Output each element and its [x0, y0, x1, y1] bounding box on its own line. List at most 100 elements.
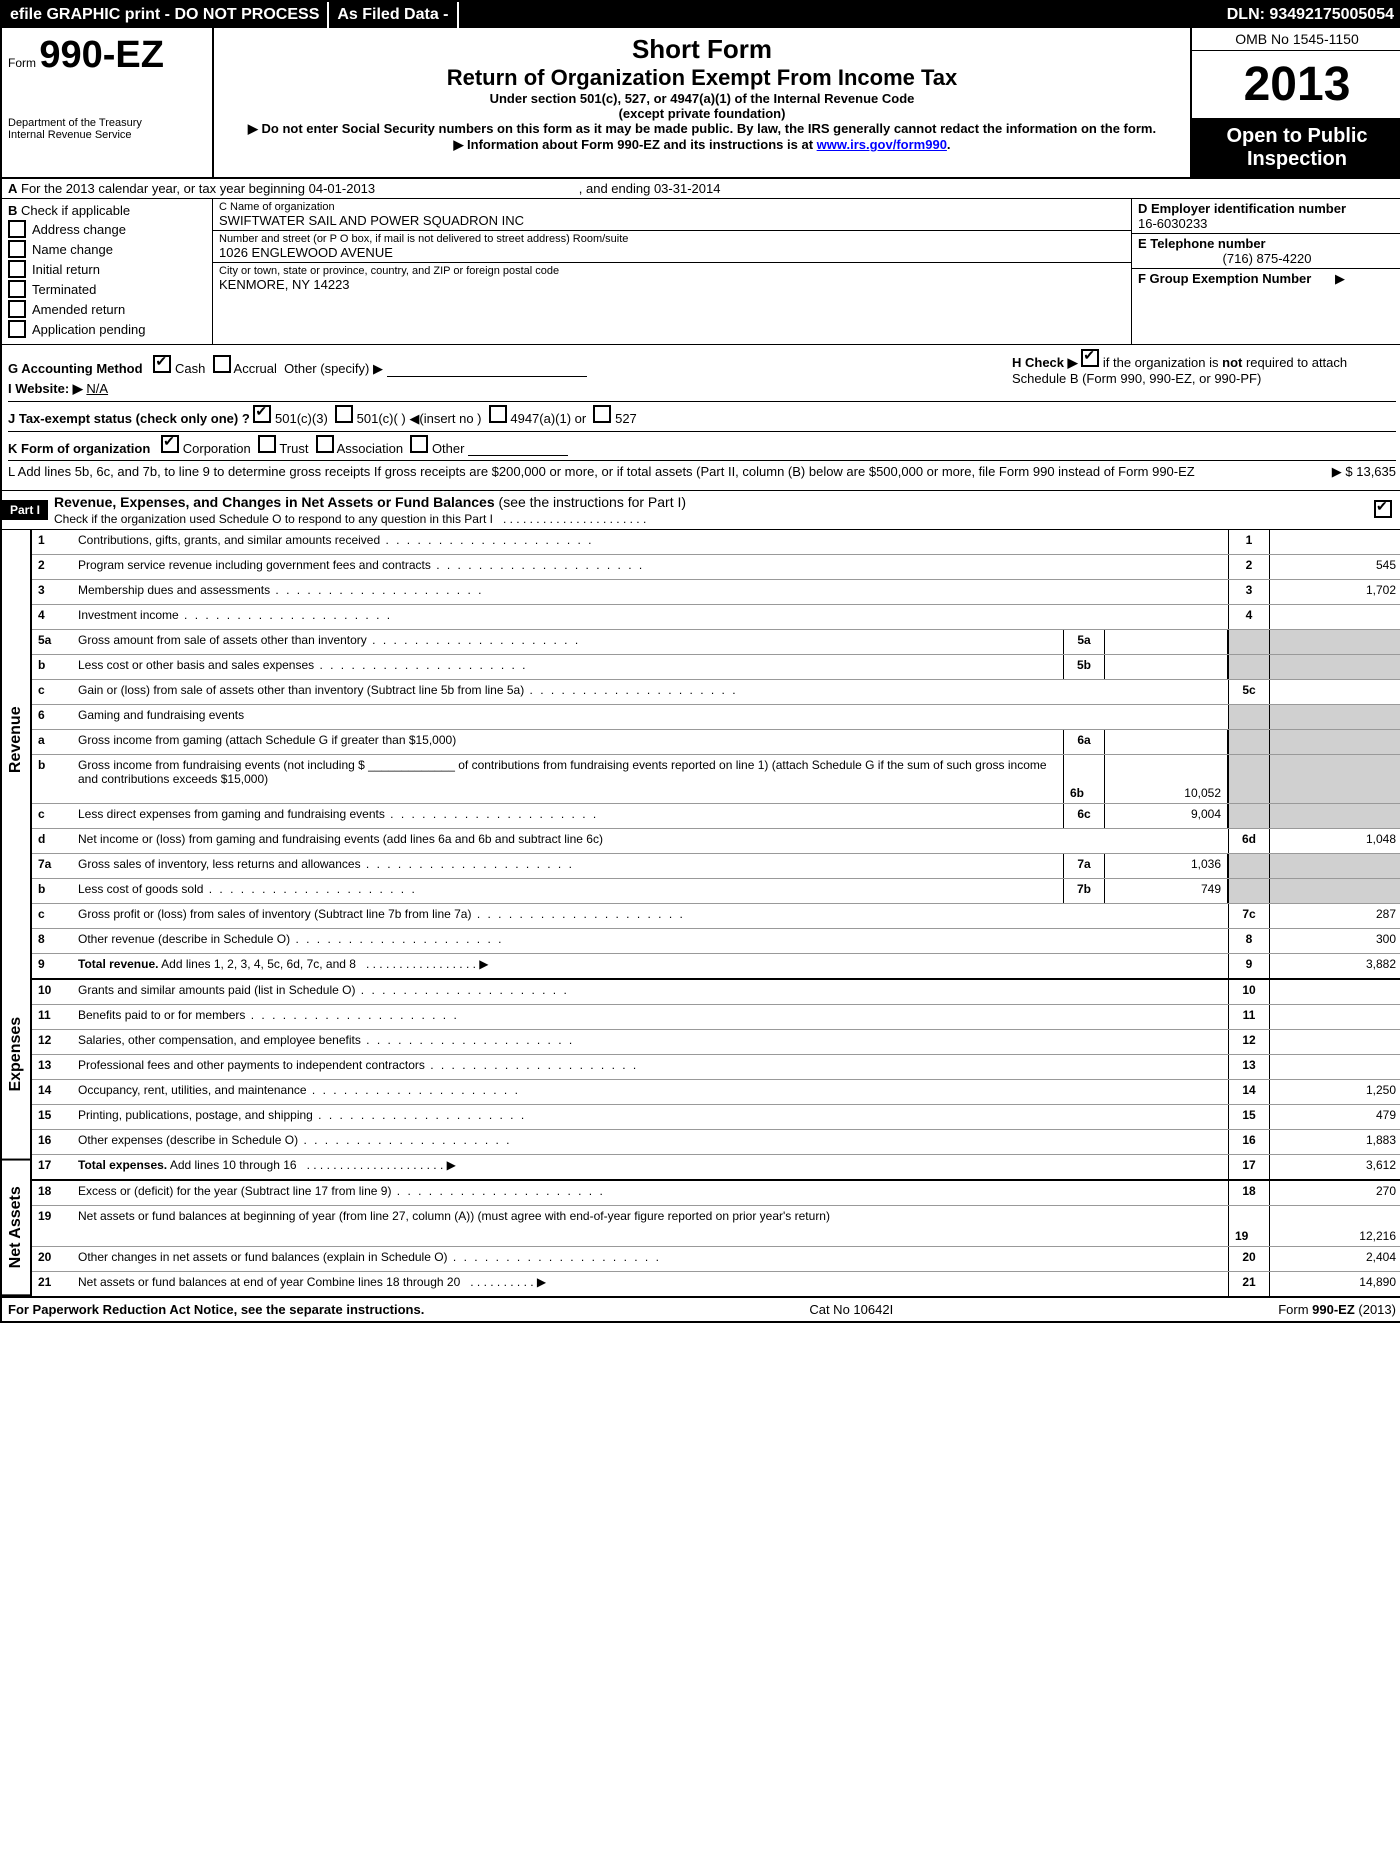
ln-7a-num: 7a	[32, 854, 72, 878]
part-i-header: Part I Revenue, Expenses, and Changes in…	[2, 491, 1400, 530]
street-label: Number and street (or P O box, if mail i…	[219, 233, 1125, 245]
ln-1-desc: Contributions, gifts, grants, and simila…	[72, 530, 1228, 554]
header-block: Form 990-EZ Department of the Treasury I…	[2, 28, 1400, 179]
chk-initial-return[interactable]	[8, 260, 26, 278]
ln-12-num: 12	[32, 1030, 72, 1054]
lbl-501c: 501(c)( ) ◀(insert no )	[357, 411, 482, 426]
ln-6b-desc: Gross income from fundraising events (no…	[72, 755, 1063, 803]
chk-501c[interactable]	[335, 405, 353, 423]
dln-value: 93492175005054	[1269, 6, 1394, 23]
line-k: K Form of organization Corporation Trust…	[8, 431, 1396, 456]
ln-5b-sn: 5b	[1063, 655, 1105, 679]
omb-number: OMB No 1545-1150	[1192, 28, 1400, 51]
chk-accrual[interactable]	[213, 355, 231, 373]
form-number-block: Form 990-EZ Department of the Treasury I…	[2, 28, 214, 177]
chk-terminated[interactable]	[8, 280, 26, 298]
ln-3-amt: 1,702	[1269, 580, 1400, 604]
ln-5c-rn: 5c	[1228, 680, 1269, 704]
ln-19-desc: Net assets or fund balances at beginning…	[72, 1206, 1228, 1246]
lines-content: 1Contributions, gifts, grants, and simil…	[32, 530, 1400, 1296]
chk-h[interactable]	[1081, 349, 1099, 367]
ln-7b-amt	[1269, 879, 1400, 903]
chk-app-pending[interactable]	[8, 320, 26, 338]
org-name: SWIFTWATER SAIL AND POWER SQUADRON INC	[219, 213, 1125, 228]
line-j: J Tax-exempt status (check only one) ? 5…	[8, 401, 1396, 427]
chk-assoc[interactable]	[316, 435, 334, 453]
ln-6c-sub: 9,004	[1105, 804, 1228, 828]
i-value: N/A	[86, 381, 108, 396]
ln-4-desc: Investment income	[72, 605, 1228, 629]
k-label: K Form of organization	[8, 441, 150, 456]
chk-527[interactable]	[593, 405, 611, 423]
chk-501c3[interactable]	[253, 405, 271, 423]
ln-6d-amt: 1,048	[1269, 829, 1400, 853]
title-short-form: Short Form	[224, 34, 1180, 65]
ln-16-desc: Other expenses (describe in Schedule O)	[72, 1130, 1228, 1154]
ln-13-num: 13	[32, 1055, 72, 1079]
ln-8-rn: 8	[1228, 929, 1269, 953]
ln-4-amt	[1269, 605, 1400, 629]
chk-other-org[interactable]	[410, 435, 428, 453]
ln-19-rn: 19	[1228, 1206, 1269, 1246]
ln-5b-rn	[1228, 655, 1269, 679]
ln-1-rn: 1	[1228, 530, 1269, 554]
ln-3-rn: 3	[1228, 580, 1269, 604]
ln-19-amt: 12,216	[1269, 1206, 1400, 1246]
lbl-address-change: Address change	[32, 222, 126, 237]
chk-cash[interactable]	[153, 355, 171, 373]
ln-7b-sn: 7b	[1063, 879, 1105, 903]
chk-address-change[interactable]	[8, 220, 26, 238]
ln-4-rn: 4	[1228, 605, 1269, 629]
ln-21-amt: 14,890	[1269, 1272, 1400, 1296]
ln-10-desc: Grants and similar amounts paid (list in…	[72, 980, 1228, 1004]
chk-amended[interactable]	[8, 300, 26, 318]
ln-11-rn: 11	[1228, 1005, 1269, 1029]
chk-4947[interactable]	[489, 405, 507, 423]
ln-17-num: 17	[32, 1155, 72, 1179]
ln-5a-rn	[1228, 630, 1269, 654]
ln-13-rn: 13	[1228, 1055, 1269, 1079]
row-a: A For the 2013 calendar year, or tax yea…	[2, 179, 1400, 199]
group-arrow: ▶	[1335, 271, 1345, 286]
dept-treasury: Department of the Treasury	[8, 117, 206, 129]
chk-part-i-schedule-o[interactable]	[1374, 500, 1392, 518]
ln-5c-num: c	[32, 680, 72, 704]
note-ssn: ▶ Do not enter Social Security numbers o…	[224, 121, 1180, 137]
footer-left: For Paperwork Reduction Act Notice, see …	[8, 1302, 424, 1317]
tax-year: 2013	[1192, 51, 1400, 119]
ln-6c-amt	[1269, 804, 1400, 828]
j-label: J Tax-exempt status (check only one) ?	[8, 411, 250, 426]
ln-7c-rn: 7c	[1228, 904, 1269, 928]
chk-trust[interactable]	[258, 435, 276, 453]
ln-8-desc: Other revenue (describe in Schedule O)	[72, 929, 1228, 953]
ln-5b-num: b	[32, 655, 72, 679]
side-netassets: Net Assets	[2, 1161, 30, 1296]
side-expenses: Expenses	[2, 949, 30, 1161]
subtitle-except: (except private foundation)	[224, 106, 1180, 121]
ln-6b-num: b	[32, 755, 72, 803]
col-b-heading: Check if applicable	[21, 203, 130, 218]
ln-1-num: 1	[32, 530, 72, 554]
ln-8-num: 8	[32, 929, 72, 953]
ln-12-amt	[1269, 1030, 1400, 1054]
line-l: L Add lines 5b, 6c, and 7b, to line 9 to…	[8, 460, 1396, 480]
lbl-terminated: Terminated	[32, 282, 96, 297]
ln-5a-sub	[1105, 630, 1228, 654]
chk-corp[interactable]	[161, 435, 179, 453]
ln-18-rn: 18	[1228, 1181, 1269, 1205]
title-main: Return of Organization Exempt From Incom…	[224, 65, 1180, 91]
irs-link[interactable]: www.irs.gov/form990	[817, 137, 947, 152]
ln-6b-amt	[1269, 755, 1400, 803]
col-d: D Employer identification number 16-6030…	[1131, 199, 1400, 344]
lbl-other: Other (specify) ▶	[284, 361, 383, 376]
ln-6c-num: c	[32, 804, 72, 828]
lbl-initial-return: Initial return	[32, 262, 100, 277]
ln-6a-sub	[1105, 730, 1228, 754]
freeform-ghijkl: H Check ▶ if the organization is not req…	[2, 345, 1400, 491]
lbl-trust: Trust	[279, 441, 308, 456]
g-label: G Accounting Method	[8, 361, 143, 376]
chk-name-change[interactable]	[8, 240, 26, 258]
part-i-title: Revenue, Expenses, and Changes in Net As…	[48, 491, 1374, 529]
ln-10-rn: 10	[1228, 980, 1269, 1004]
lbl-amended: Amended return	[32, 302, 125, 317]
